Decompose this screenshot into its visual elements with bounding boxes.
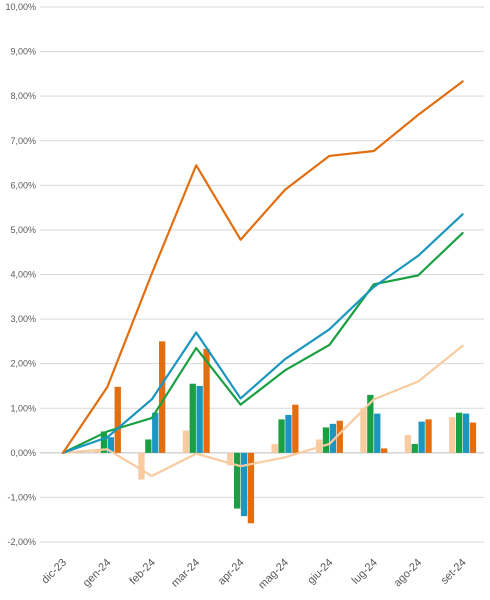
bar (360, 408, 367, 453)
bar (329, 423, 336, 453)
x-tick-label: apr-24 (216, 557, 247, 588)
bar (203, 348, 210, 453)
bar (159, 341, 166, 453)
y-tick-label: 6,00% (10, 180, 36, 190)
bar (100, 431, 108, 453)
bar (189, 383, 196, 453)
y-axis-tick-labels: -2,00% -1,00% 0,00% 1,00% 2,00% 3,00% 4,00% 5,0… (5, 2, 36, 547)
bar (285, 414, 292, 453)
x-tick-label: set-24 (439, 557, 469, 587)
series-line (61, 231, 464, 454)
series-line (61, 80, 464, 454)
bar (114, 386, 121, 453)
bar (247, 452, 255, 524)
y-tick-label: 1,00% (10, 403, 36, 413)
y-tick-label: 5,00% (10, 225, 36, 235)
bar (469, 422, 477, 453)
bar (336, 420, 343, 453)
bar (234, 452, 241, 509)
x-axis-tick-labels: dic-23 gen-24 feb-24 mar-24 apr-24 mag-24 giu-… (39, 557, 468, 592)
y-tick-label: 2,00% (10, 359, 36, 369)
bar (227, 452, 234, 466)
x-tick-label: feb-24 (127, 557, 158, 588)
bar (418, 421, 425, 453)
y-tick-label: 9,00% (10, 47, 36, 57)
bar (292, 404, 299, 453)
bar (381, 448, 388, 453)
bar (374, 413, 381, 453)
series-line (61, 213, 464, 454)
y-tick-label: -2,00% (7, 537, 36, 547)
x-tick-label: lug-24 (350, 557, 380, 587)
bar (411, 443, 418, 453)
bar-series-group (93, 341, 477, 524)
bar (271, 443, 278, 453)
bar (462, 413, 470, 453)
x-tick-label: dic-23 (39, 557, 69, 587)
bar (425, 419, 432, 453)
bar (196, 385, 203, 453)
bar (456, 412, 463, 453)
x-tick-label: giu-24 (305, 557, 335, 587)
series-line (61, 344, 464, 478)
bar (449, 417, 456, 453)
y-tick-label: 7,00% (10, 136, 36, 146)
bar (278, 419, 285, 453)
y-tick-label: -1,00% (7, 492, 36, 502)
x-tick-label: gen-24 (81, 557, 114, 590)
bar (367, 394, 374, 453)
y-tick-label: 4,00% (10, 270, 36, 280)
bar (404, 435, 411, 453)
bar (145, 439, 152, 453)
x-tick-label: ago-24 (392, 557, 425, 590)
bar (152, 412, 159, 453)
y-tick-label: 8,00% (10, 91, 36, 101)
bar (182, 430, 189, 453)
y-tick-label: 3,00% (10, 314, 36, 324)
bar (322, 427, 330, 453)
bar (138, 452, 145, 480)
x-tick-label: mar-24 (169, 557, 202, 590)
y-tick-label: 0,00% (10, 448, 36, 458)
y-tick-label: 10,00% (5, 2, 36, 12)
line-series-group (61, 80, 464, 478)
bar (107, 437, 114, 453)
bar (240, 452, 248, 517)
x-tick-label: mag-24 (256, 557, 291, 592)
